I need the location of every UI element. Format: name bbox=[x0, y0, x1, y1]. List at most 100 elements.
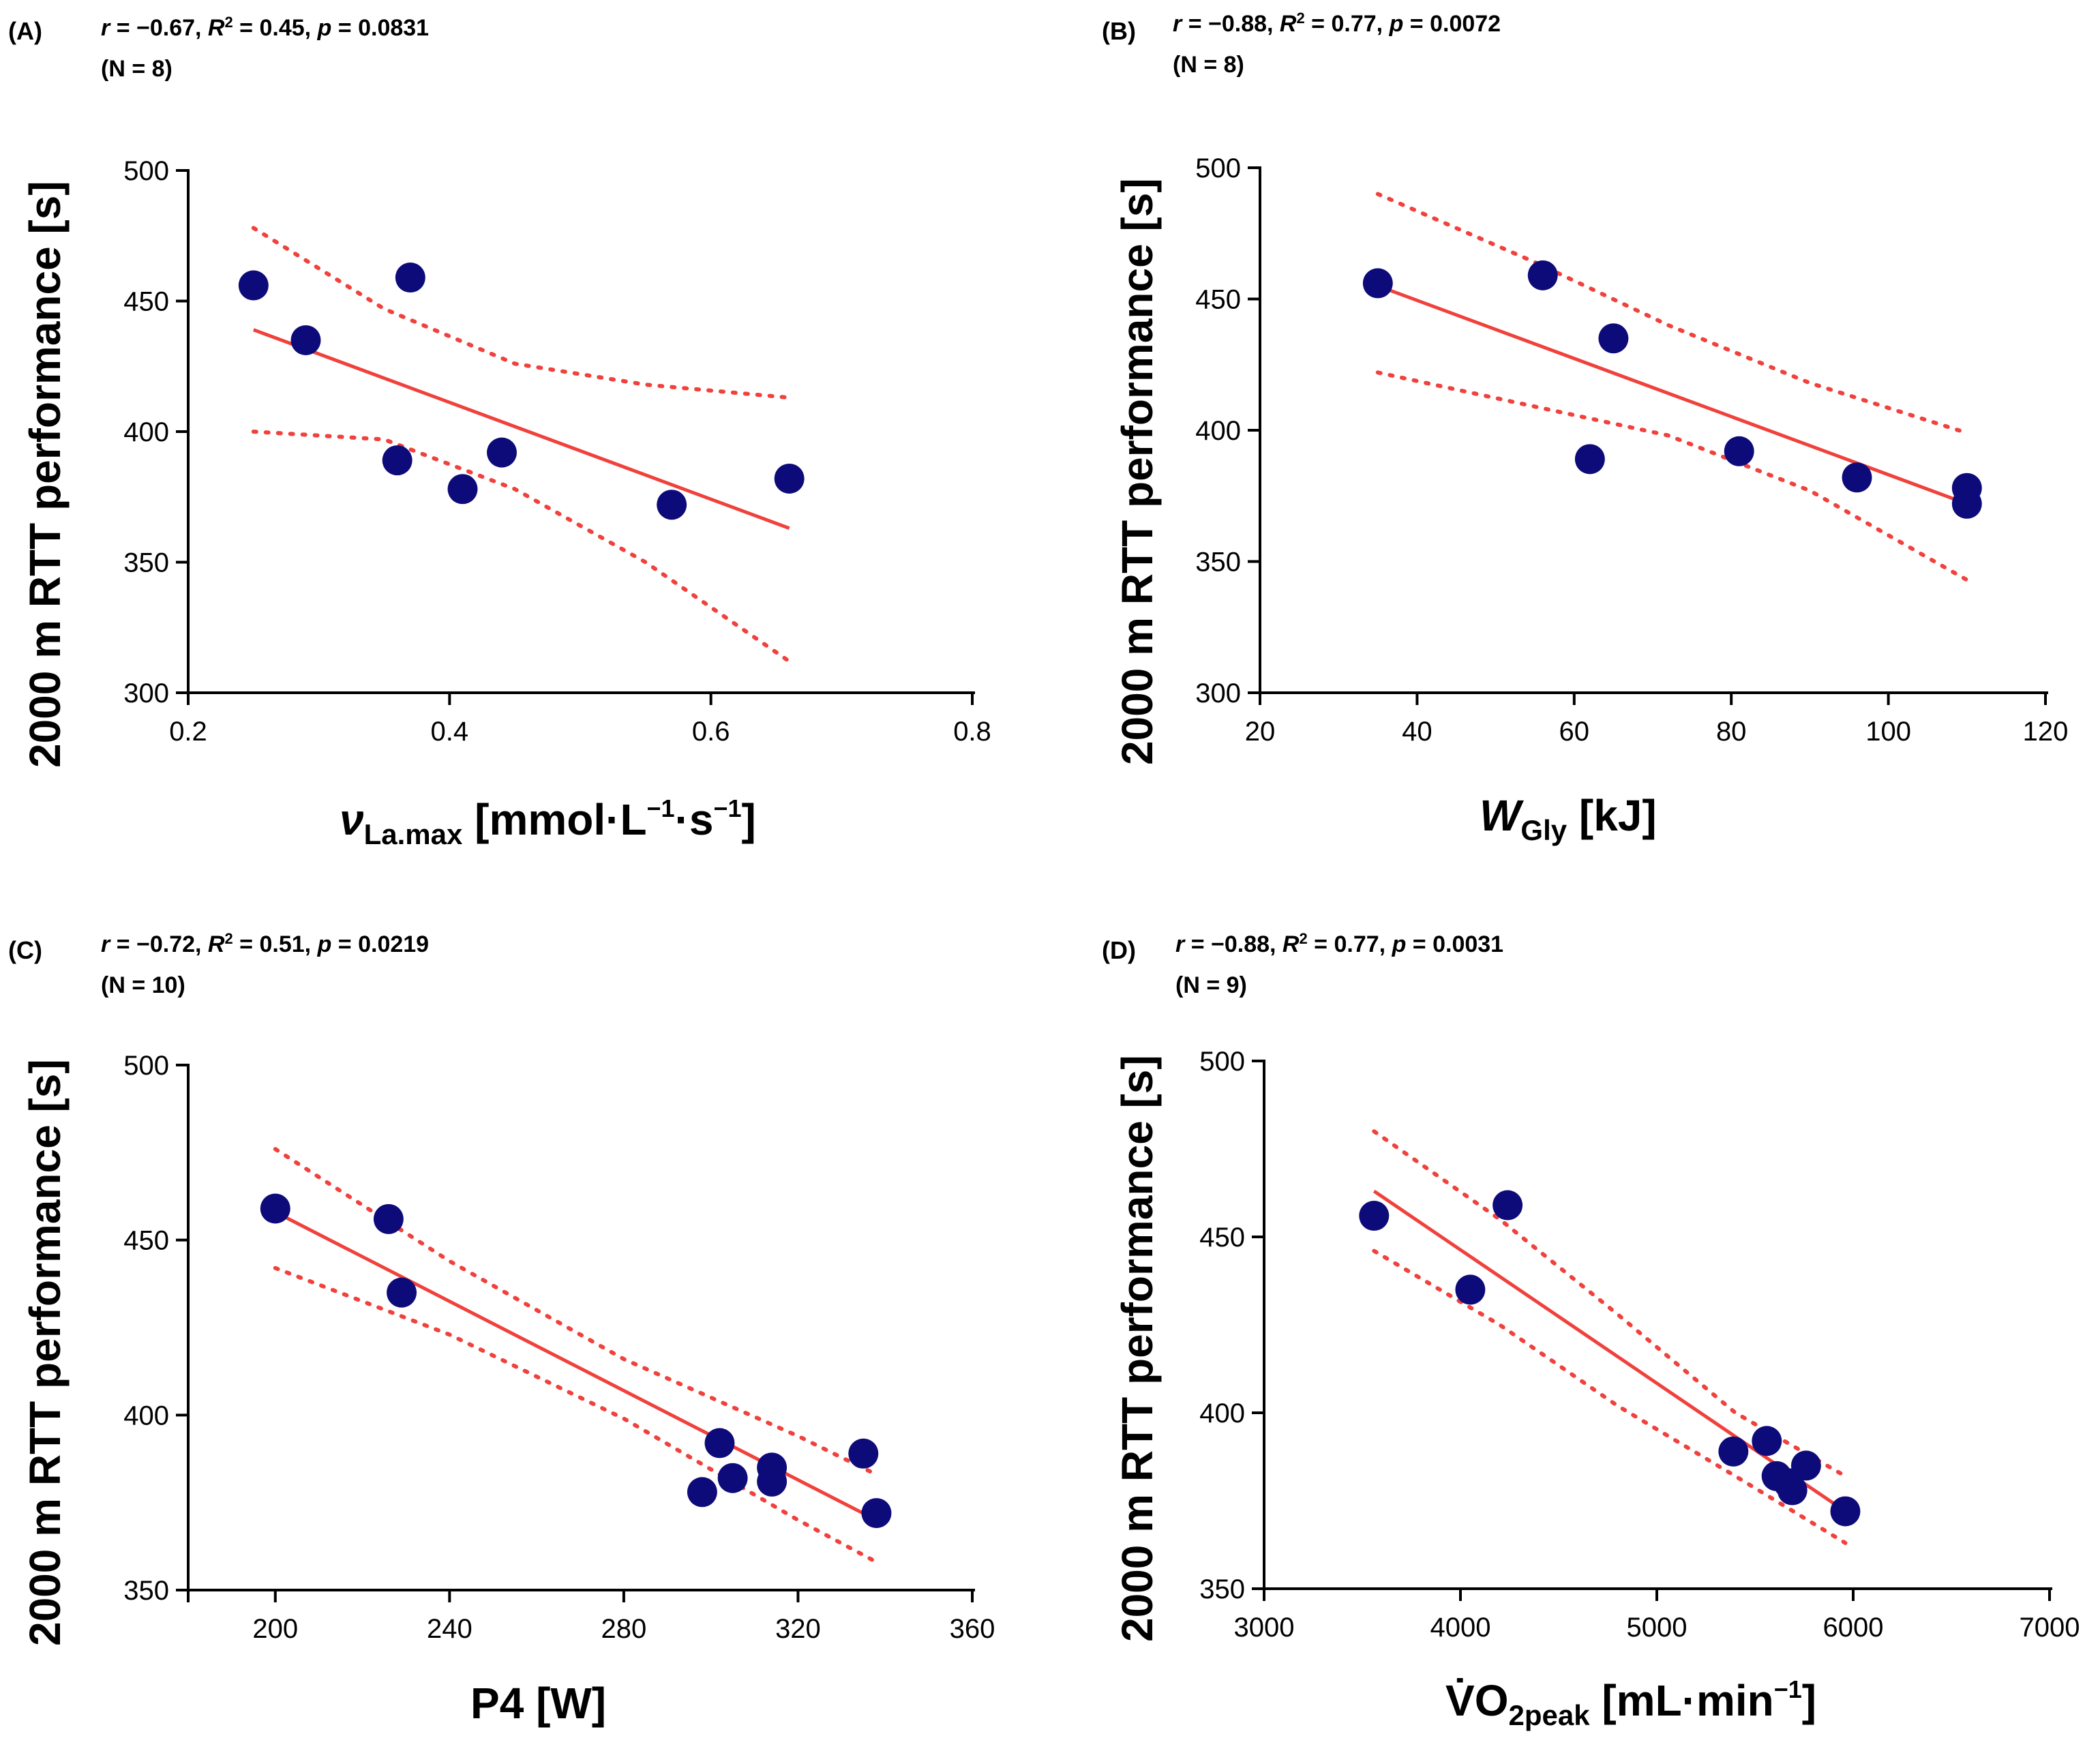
x-label-mid: ·s bbox=[674, 795, 714, 844]
y-tick-label: 500 bbox=[123, 1051, 169, 1081]
x-label-rest: [kJ] bbox=[1567, 791, 1657, 840]
data-point bbox=[1574, 444, 1605, 475]
data-point bbox=[238, 270, 269, 301]
x-tick-label: 0.2 bbox=[169, 717, 207, 747]
stat-p-value: = 0.0831 bbox=[331, 15, 430, 41]
x-label-italic: ν bbox=[340, 795, 364, 844]
x-label-rest: V̇O bbox=[1445, 1676, 1509, 1725]
confidence-band-upper bbox=[1375, 192, 1969, 435]
x-label-end: ] bbox=[1801, 1676, 1817, 1725]
x-label-mid: [mL·min bbox=[1589, 1676, 1774, 1725]
x-tick-label: 100 bbox=[1865, 717, 1911, 747]
stat-r2-value: = 0.51, bbox=[232, 931, 318, 957]
panel-label: (C) bbox=[8, 936, 42, 964]
y-tick-label: 350 bbox=[123, 1576, 169, 1606]
stat-n: (N = 8) bbox=[101, 56, 172, 82]
data-point bbox=[1455, 1274, 1486, 1305]
panel-label: (D) bbox=[1102, 936, 1136, 964]
regression-line bbox=[1377, 284, 1968, 506]
scatter-plot: 350 400 450 500 3000 4000 5000 6000 7000 bbox=[1199, 1047, 2080, 1643]
y-tick-label: 450 bbox=[123, 287, 169, 317]
regression-line bbox=[274, 1210, 877, 1522]
confidence-band-upper bbox=[273, 1147, 879, 1477]
stat-p-label: p bbox=[1392, 931, 1407, 957]
y-tick-label: 500 bbox=[123, 156, 169, 186]
data-point bbox=[387, 1277, 417, 1308]
confidence-band-lower bbox=[251, 430, 792, 663]
stat-r-value: = −0.88, bbox=[1190, 931, 1282, 957]
x-label-sup1: −1 bbox=[646, 794, 675, 822]
x-tick-label: 20 bbox=[1245, 717, 1276, 747]
stat-r-label: r bbox=[1175, 931, 1185, 957]
data-point bbox=[687, 1477, 717, 1508]
x-tick-label: 200 bbox=[252, 1614, 298, 1644]
stat-r2-base: R bbox=[207, 931, 225, 957]
y-tick-label: 350 bbox=[1195, 548, 1241, 578]
x-label-end: ] bbox=[741, 795, 756, 844]
confidence-band-upper bbox=[251, 226, 792, 400]
x-tick-label: 4000 bbox=[1430, 1613, 1491, 1643]
stat-r2-value: = 0.77, bbox=[1304, 11, 1390, 37]
data-point bbox=[1362, 268, 1393, 299]
x-tick-label: 5000 bbox=[1627, 1613, 1687, 1643]
data-point bbox=[1842, 462, 1872, 493]
x-tick-label: 6000 bbox=[1823, 1613, 1884, 1643]
panel-label: (A) bbox=[8, 17, 42, 45]
data-point bbox=[373, 1203, 404, 1234]
y-tick-label: 400 bbox=[1195, 416, 1241, 446]
stat-r2-base: R bbox=[207, 15, 225, 41]
stat-p-value: = 0.0072 bbox=[1403, 11, 1501, 37]
x-label-sub: La.max bbox=[363, 818, 463, 850]
stat-n: (N = 8) bbox=[1173, 52, 1244, 78]
x-axis-label: P4 [W] bbox=[470, 1681, 606, 1725]
stat-r-value: = −0.88, bbox=[1188, 11, 1280, 37]
y-tick-label: 400 bbox=[123, 417, 169, 447]
data-point bbox=[861, 1498, 892, 1529]
stat-r2-base: R bbox=[1279, 11, 1297, 37]
x-tick-label: 320 bbox=[775, 1614, 821, 1644]
stats-line: r = −0.72, R2 = 0.51, p = 0.0219 bbox=[101, 931, 429, 957]
confidence-band-upper bbox=[1372, 1129, 1848, 1478]
data-point bbox=[717, 1463, 748, 1493]
x-label-rest: P4 [W] bbox=[470, 1679, 607, 1728]
data-point bbox=[395, 263, 425, 293]
data-point bbox=[1790, 1450, 1821, 1481]
panel-c: (C) r = −0.72, R2 = 0.51, p = 0.0219 (N … bbox=[0, 876, 1050, 1751]
regression-line bbox=[1372, 1189, 1846, 1513]
x-tick-label: 360 bbox=[950, 1614, 995, 1644]
x-tick-label: 80 bbox=[1716, 717, 1747, 747]
scatter-plot: 300 350 400 450 500 0.2 0.4 0.6 0.8 bbox=[123, 156, 991, 747]
data-point bbox=[447, 474, 478, 505]
data-point bbox=[487, 437, 517, 468]
x-tick-label: 3000 bbox=[1234, 1613, 1295, 1643]
data-point bbox=[1718, 1436, 1749, 1467]
x-axis-label: νLa.max [mmol·L−1·s−1] bbox=[340, 796, 756, 849]
data-point bbox=[1359, 1201, 1390, 1231]
stat-n: (N = 9) bbox=[1175, 972, 1247, 998]
x-tick-label: 240 bbox=[427, 1614, 472, 1644]
data-point bbox=[1830, 1496, 1861, 1527]
y-tick-label: 300 bbox=[1195, 678, 1241, 708]
data-point bbox=[382, 445, 412, 476]
x-label-sup2: −1 bbox=[713, 794, 742, 822]
data-point bbox=[1951, 488, 1982, 519]
stat-r2-base: R bbox=[1282, 931, 1300, 957]
data-point bbox=[1598, 323, 1629, 354]
y-tick-label: 400 bbox=[123, 1401, 169, 1431]
confidence-band-lower bbox=[273, 1266, 879, 1564]
data-point bbox=[290, 325, 321, 355]
data-point bbox=[757, 1466, 787, 1497]
scatter-plot: 350 400 450 500 200 240 280 320 360 bbox=[123, 1051, 995, 1644]
x-tick-label: 0.6 bbox=[692, 717, 730, 747]
stats-line: r = −0.88, R2 = 0.77, p = 0.0031 bbox=[1175, 931, 1504, 957]
data-point bbox=[1724, 436, 1754, 466]
y-tick-label: 350 bbox=[123, 548, 169, 578]
x-label-italic: W bbox=[1480, 791, 1521, 840]
stat-p-value: = 0.0031 bbox=[1406, 931, 1504, 957]
x-axis-label: V̇O2peak [mL·min−1] bbox=[1445, 1677, 1816, 1730]
data-point bbox=[260, 1193, 290, 1224]
stat-r-label: r bbox=[101, 931, 110, 957]
x-label-sub: 2peak bbox=[1508, 1699, 1590, 1731]
y-tick-label: 350 bbox=[1199, 1574, 1245, 1604]
stat-r2-sup: 2 bbox=[1296, 10, 1305, 27]
